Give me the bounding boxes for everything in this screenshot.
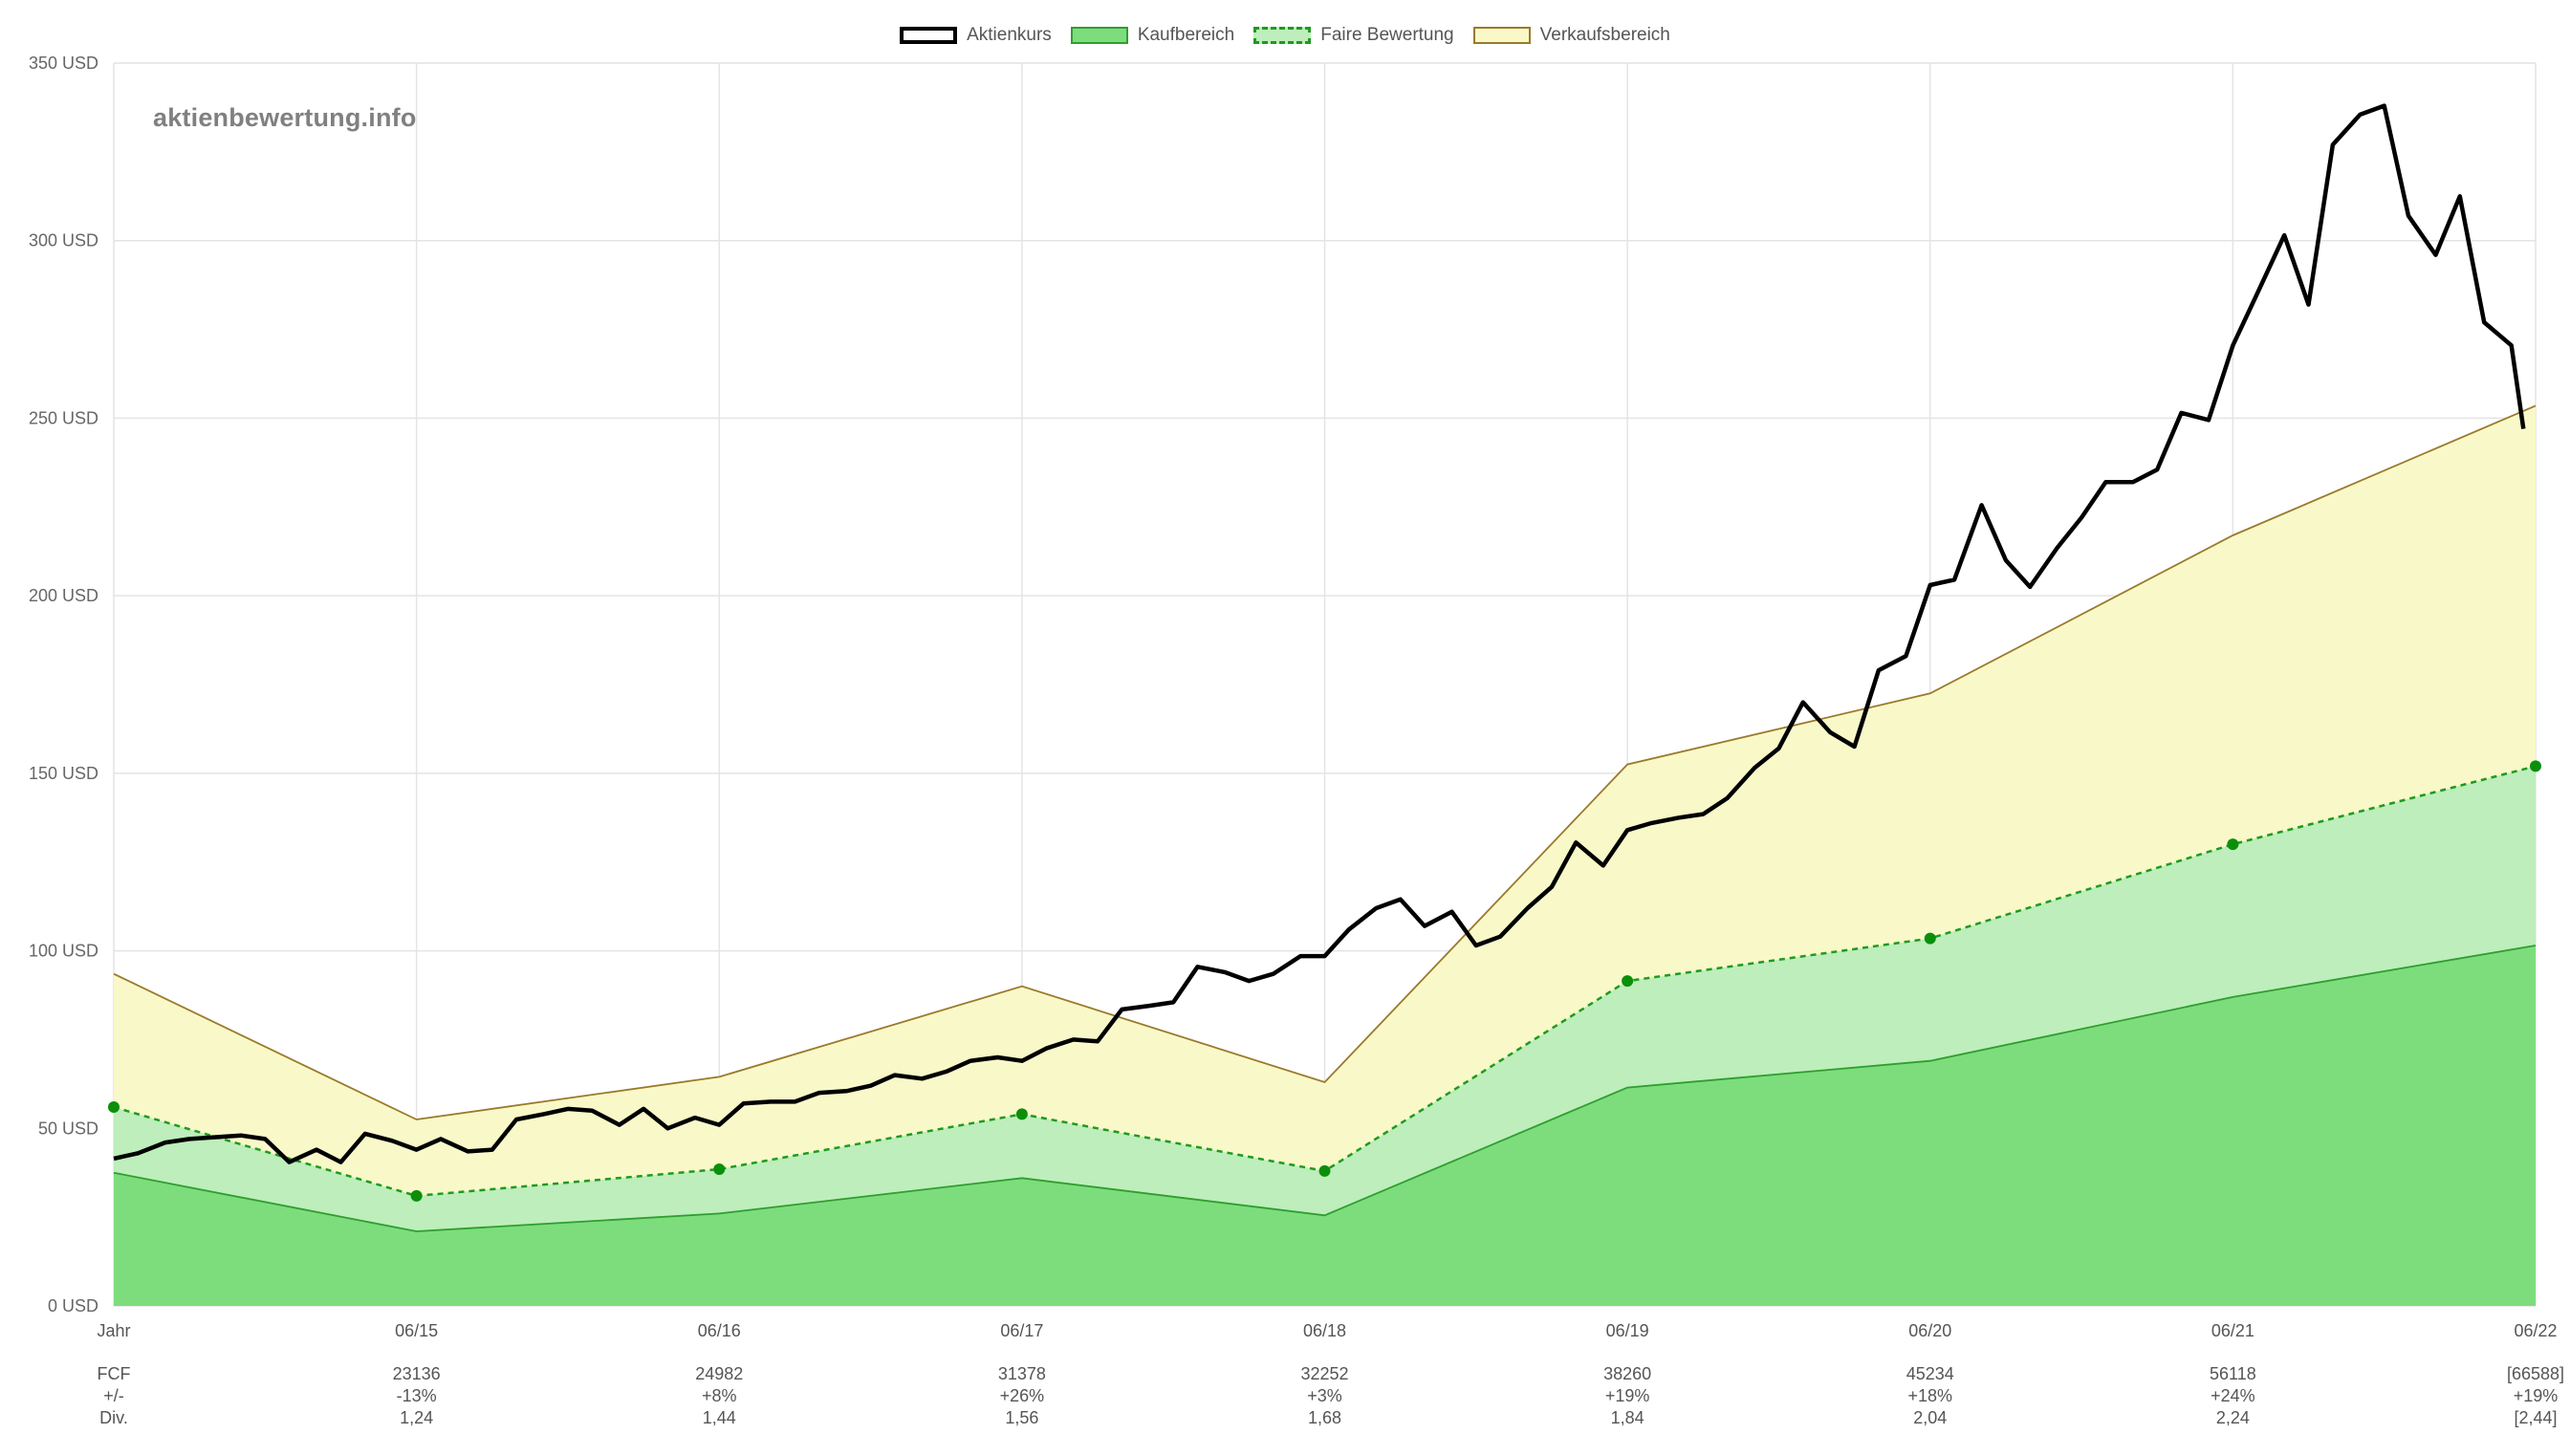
fair-value-point <box>1318 1164 1331 1177</box>
fair-value-point <box>108 1101 120 1113</box>
legend-label-kaufbereich: Kaufbereich <box>1137 25 1235 45</box>
verkaufsbereich-area <box>114 405 2536 1196</box>
fair-value-point <box>410 1189 423 1202</box>
table-cell: 2,24 <box>2216 1408 2250 1427</box>
table-cell: 24982 <box>695 1364 743 1383</box>
x-tick-label: 06/19 <box>1606 1321 1649 1340</box>
y-tick-label: 300 USD <box>29 231 98 250</box>
verkaufsbereich-line <box>113 404 2537 1120</box>
legend-swatch-verkaufsbereich <box>1472 27 1531 44</box>
y-tick-label: 250 USD <box>29 408 98 427</box>
table-cell: +24% <box>2211 1386 2255 1405</box>
table-cell: 2,04 <box>1913 1408 1947 1427</box>
legend-item-aktienkurs[interactable]: Aktienkurs <box>900 25 1052 46</box>
table-cell: 1,68 <box>1308 1408 1341 1427</box>
x-tick-label: 06/21 <box>2211 1321 2254 1340</box>
x-tick-label: 06/20 <box>1908 1321 1951 1340</box>
legend-label-aktienkurs: Aktienkurs <box>967 25 1052 45</box>
x-axis-ticks: Jahr 06/15 06/16 06/17 06/18 06/19 06/20 06/21 0… <box>97 1321 2557 1340</box>
table-cell: 1,56 <box>1005 1408 1038 1427</box>
table-cell: 1,24 <box>400 1408 433 1427</box>
x-tick-label: 06/17 <box>1000 1321 1043 1340</box>
legend-swatch-kaufbereich <box>1070 27 1128 44</box>
table-cell: 56118 <box>2210 1364 2256 1383</box>
kaufbereich-line <box>113 945 2537 1232</box>
x-tick-label: 06/15 <box>395 1321 438 1340</box>
table-cell: 45234 <box>1906 1364 1954 1383</box>
x-tick-label: Jahr <box>97 1321 130 1340</box>
table-cell: 32252 <box>1300 1364 1348 1383</box>
table-cell: [2,44] <box>2514 1408 2557 1427</box>
legend-swatch-faire-bewertung <box>1253 27 1312 44</box>
table-cell: 23136 <box>393 1364 441 1383</box>
y-tick-label: 350 USD <box>29 54 98 73</box>
table-cell: [66588] <box>2507 1364 2564 1383</box>
table-cell: +26% <box>1000 1386 1045 1405</box>
y-tick-label: 100 USD <box>29 942 98 961</box>
legend-label-faire-bewertung: Faire Bewertung <box>1320 25 1454 45</box>
table-row-label: Div. <box>99 1408 128 1427</box>
legend-item-kaufbereich[interactable]: Kaufbereich <box>1070 25 1235 46</box>
y-tick-label: 50 USD <box>38 1119 98 1138</box>
x-tick-label: 06/18 <box>1303 1321 1346 1340</box>
table-cell: -13% <box>397 1386 437 1405</box>
y-axis-ticks: 0 USD 50 USD 100 USD 150 USD 200 USD 250 USD 3… <box>29 54 98 1315</box>
fair-value-points <box>108 760 2541 1202</box>
fair-value-point <box>2530 760 2541 772</box>
x-tick-label: 06/22 <box>2514 1321 2557 1340</box>
table-row-label: +/- <box>103 1386 124 1405</box>
fair-value-point <box>1924 932 1936 945</box>
table-cell: 38260 <box>1603 1364 1651 1383</box>
fair-value-point <box>713 1163 726 1175</box>
legend-swatch-aktienkurs <box>900 27 958 44</box>
area-layers <box>114 405 2536 1306</box>
faire-bewertung-area <box>114 766 2536 1231</box>
fair-value-point <box>1015 1108 1028 1120</box>
table-cell: +8% <box>702 1386 737 1405</box>
y-tick-label: 200 USD <box>29 586 98 605</box>
table-cell: 1,44 <box>703 1408 736 1427</box>
table-cell: 1,84 <box>1611 1408 1644 1427</box>
table-cell: +3% <box>1307 1386 1342 1405</box>
aktienkurs-line <box>113 103 2526 1164</box>
table-cell: +19% <box>1605 1386 1650 1405</box>
legend-item-verkaufsbereich[interactable]: Verkaufsbereich <box>1472 25 1670 46</box>
y-tick-label: 150 USD <box>29 764 98 783</box>
fair-value-point <box>1622 975 1634 988</box>
kaufbereich-area <box>114 945 2536 1306</box>
fair-value-point <box>2227 838 2239 851</box>
y-tick-label: 0 USD <box>48 1296 98 1315</box>
legend-label-verkaufsbereich: Verkaufsbereich <box>1539 25 1670 45</box>
x-tick-label: 06/16 <box>698 1321 741 1340</box>
watermark-logo: aktienbewertung.info <box>153 103 417 132</box>
legend-item-faire-bewertung[interactable]: Faire Bewertung <box>1253 25 1454 46</box>
table-cell: +18% <box>1907 1386 1952 1405</box>
chart-legend: Aktienkurs Kaufbereich Faire Bewertung V… <box>0 25 2570 46</box>
data-table: FCF +/- Div. 23136 -13% 1,24 24982 +8% 1,44 31378… <box>98 1364 2565 1427</box>
table-cell: +19% <box>2514 1386 2559 1405</box>
table-row-label: FCF <box>98 1364 131 1383</box>
table-cell: 31378 <box>998 1364 1046 1383</box>
